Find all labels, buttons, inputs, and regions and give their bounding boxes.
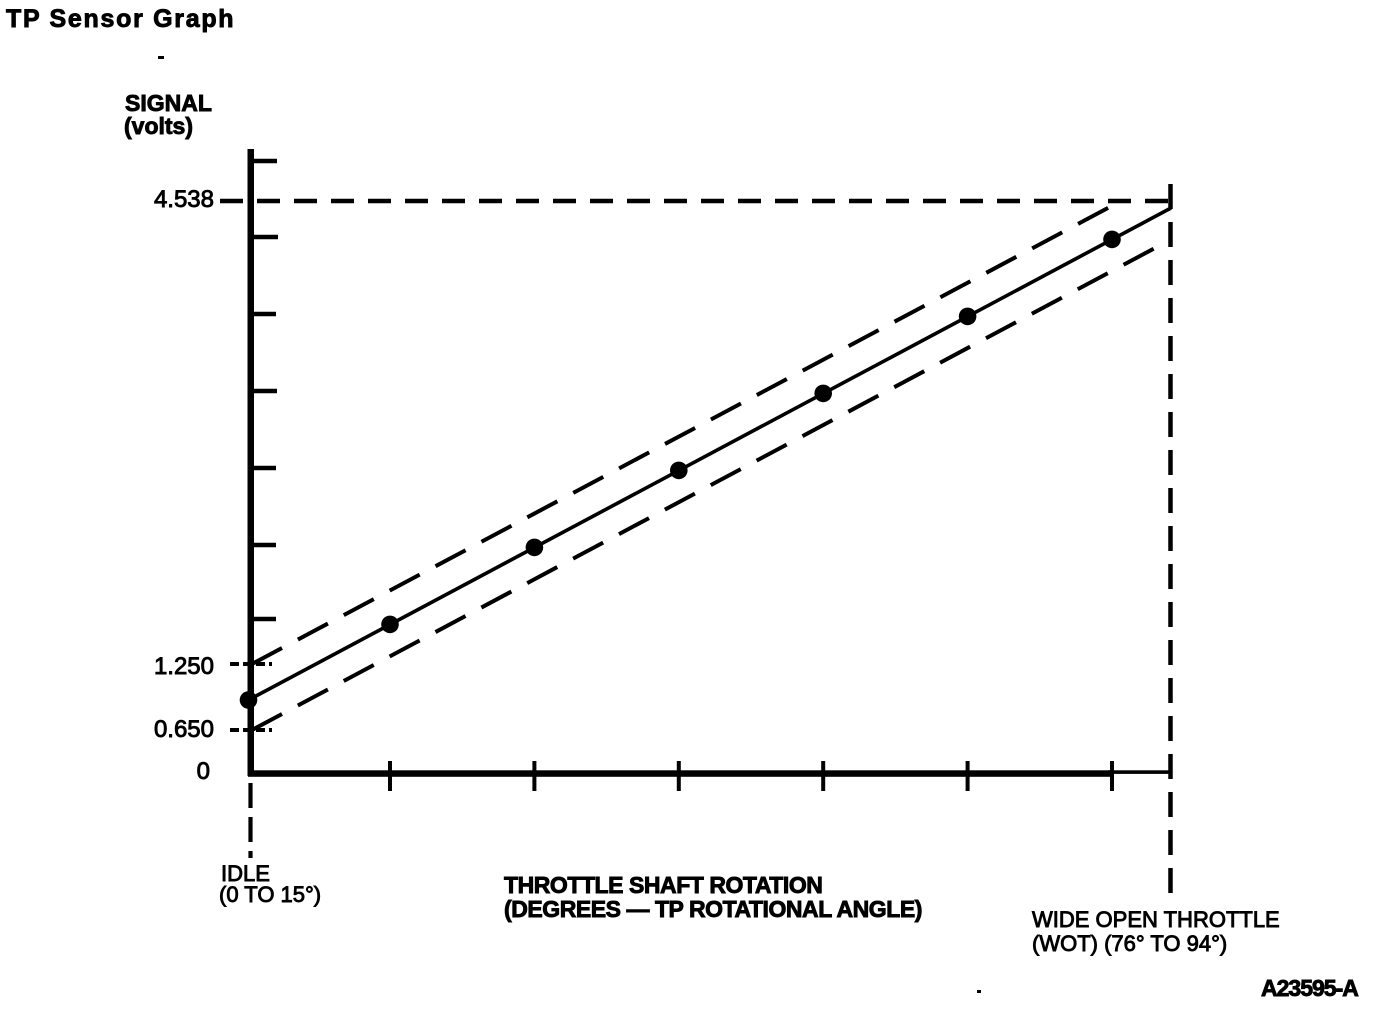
svg-text:IDLE: IDLE: [221, 861, 270, 886]
svg-text:1.250: 1.250: [154, 653, 214, 680]
svg-text:0.650: 0.650: [154, 716, 214, 743]
svg-text:THROTTLE SHAFT ROTATION: THROTTLE SHAFT ROTATION: [504, 872, 822, 898]
svg-text:(0 TO 15°): (0 TO 15°): [219, 882, 321, 907]
svg-text:(WOT) (76° TO 94°): (WOT) (76° TO 94°): [1032, 931, 1227, 956]
svg-text:(volts): (volts): [124, 113, 193, 139]
svg-text:SIGNAL: SIGNAL: [125, 90, 212, 116]
svg-text:0: 0: [197, 758, 210, 785]
svg-text:(DEGREES — TP ROTATIONAL ANGLE: (DEGREES — TP ROTATIONAL ANGLE): [504, 896, 922, 922]
svg-text:WIDE OPEN THROTTLE: WIDE OPEN THROTTLE: [1032, 907, 1280, 932]
svg-text:A23595-A: A23595-A: [1261, 975, 1358, 1001]
svg-text:TP Sensor Graph: TP Sensor Graph: [6, 5, 235, 33]
svg-text:4.538: 4.538: [154, 186, 214, 213]
